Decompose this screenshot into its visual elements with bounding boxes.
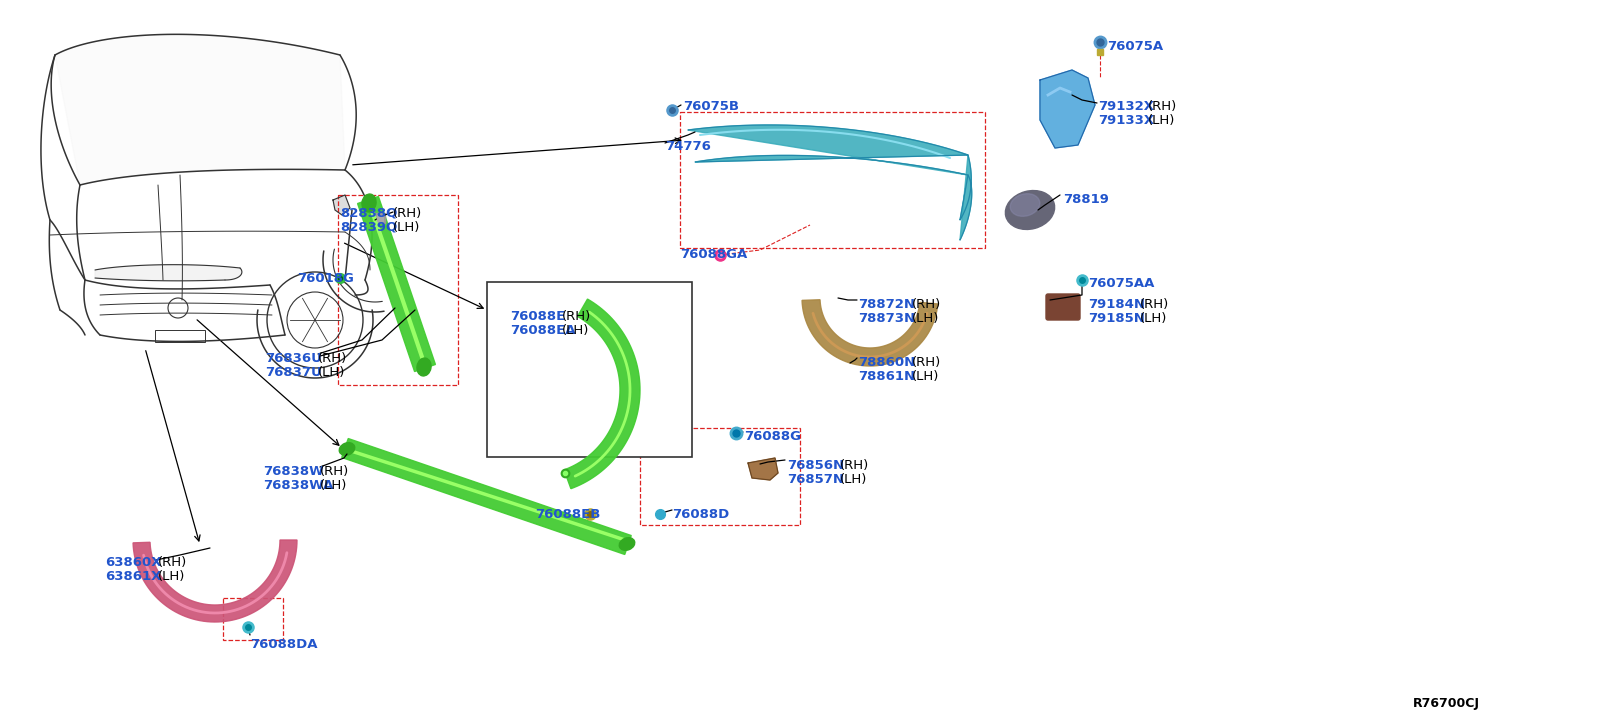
Polygon shape xyxy=(749,458,778,480)
Text: (LH): (LH) xyxy=(1139,312,1168,325)
Text: (RH): (RH) xyxy=(912,298,941,311)
Text: (RH): (RH) xyxy=(320,465,349,478)
Text: 76838WA: 76838WA xyxy=(262,479,333,492)
Ellipse shape xyxy=(362,194,376,212)
Ellipse shape xyxy=(619,538,635,550)
Text: R76700CJ: R76700CJ xyxy=(1413,697,1480,710)
Text: 76088G: 76088G xyxy=(744,430,802,443)
Text: 76836U: 76836U xyxy=(266,352,322,365)
Text: (LH): (LH) xyxy=(1149,114,1176,127)
Text: 63860X: 63860X xyxy=(106,556,162,569)
Text: (RH): (RH) xyxy=(158,556,187,569)
Text: (RH): (RH) xyxy=(394,207,422,220)
Text: 78860N: 78860N xyxy=(858,356,915,369)
Text: 76075B: 76075B xyxy=(683,100,739,113)
Polygon shape xyxy=(54,35,346,185)
Bar xyxy=(338,195,458,385)
Text: (LH): (LH) xyxy=(562,324,589,337)
Text: (RH): (RH) xyxy=(840,459,869,472)
Text: (LH): (LH) xyxy=(912,370,939,383)
Text: 76088EA: 76088EA xyxy=(510,324,576,337)
Text: (LH): (LH) xyxy=(840,473,867,486)
Text: (LH): (LH) xyxy=(320,479,347,492)
FancyBboxPatch shape xyxy=(1046,294,1080,320)
Text: (LH): (LH) xyxy=(318,366,346,379)
Polygon shape xyxy=(333,195,350,215)
Text: (LH): (LH) xyxy=(912,312,939,325)
Text: 76088DA: 76088DA xyxy=(250,638,317,651)
Text: 78873N: 78873N xyxy=(858,312,915,325)
Text: (RH): (RH) xyxy=(912,356,941,369)
Polygon shape xyxy=(94,265,242,281)
Text: 76075AA: 76075AA xyxy=(1088,277,1154,290)
Text: (LH): (LH) xyxy=(394,221,421,234)
Text: 79185N: 79185N xyxy=(1088,312,1146,325)
Polygon shape xyxy=(688,125,968,175)
Polygon shape xyxy=(357,196,435,372)
Bar xyxy=(486,282,691,457)
Text: 76856N: 76856N xyxy=(787,459,845,472)
Text: 79132X: 79132X xyxy=(1098,100,1154,113)
Text: 76075A: 76075A xyxy=(1107,40,1163,53)
Text: 76088D: 76088D xyxy=(672,508,730,521)
Text: 74776: 74776 xyxy=(666,140,710,153)
Polygon shape xyxy=(960,155,971,240)
Ellipse shape xyxy=(339,443,355,455)
Polygon shape xyxy=(565,299,640,489)
Polygon shape xyxy=(802,300,938,366)
Text: (RH): (RH) xyxy=(1139,298,1170,311)
Text: 82839Q: 82839Q xyxy=(339,221,397,234)
Text: 76857N: 76857N xyxy=(787,473,845,486)
Ellipse shape xyxy=(418,358,430,376)
Text: (RH): (RH) xyxy=(562,310,592,323)
Polygon shape xyxy=(133,540,298,622)
Text: 78819: 78819 xyxy=(1062,193,1109,206)
Ellipse shape xyxy=(1010,193,1040,216)
Text: 76837U: 76837U xyxy=(266,366,322,379)
Text: 76838W: 76838W xyxy=(262,465,323,478)
Text: (RH): (RH) xyxy=(318,352,347,365)
Ellipse shape xyxy=(1005,191,1054,229)
Bar xyxy=(680,112,986,248)
Text: (RH): (RH) xyxy=(1149,100,1178,113)
Text: 76088GA: 76088GA xyxy=(680,248,747,261)
Polygon shape xyxy=(1040,70,1094,148)
Bar xyxy=(155,330,205,342)
Text: 78872N: 78872N xyxy=(858,298,915,311)
Text: 79184N: 79184N xyxy=(1088,298,1146,311)
Bar xyxy=(222,598,283,640)
Text: 76018G: 76018G xyxy=(298,272,354,285)
Text: 63861X: 63861X xyxy=(106,570,162,583)
Text: 79133X: 79133X xyxy=(1098,114,1154,127)
Text: 78861N: 78861N xyxy=(858,370,915,383)
Text: 82838Q: 82838Q xyxy=(339,207,397,220)
Bar xyxy=(640,428,800,525)
Text: (LH): (LH) xyxy=(158,570,186,583)
Text: 76088E: 76088E xyxy=(510,310,565,323)
Polygon shape xyxy=(342,439,632,554)
Text: 76088EB: 76088EB xyxy=(534,508,600,521)
